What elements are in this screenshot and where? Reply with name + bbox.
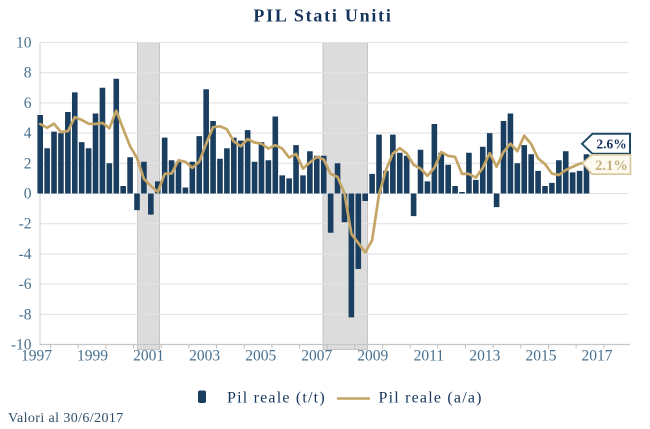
svg-text:2011: 2011 [414,348,444,365]
svg-text:10: 10 [16,35,32,52]
svg-text:-4: -4 [19,246,32,263]
svg-text:-8: -8 [19,306,32,323]
svg-text:1997: 1997 [21,348,52,365]
svg-text:8: 8 [24,65,32,82]
svg-text:PIL Stati Uniti: PIL Stati Uniti [253,6,392,26]
svg-text:2005: 2005 [245,348,276,365]
svg-text:2001: 2001 [133,348,164,365]
svg-text:6: 6 [24,95,32,112]
svg-text:2.1%: 2.1% [595,158,628,174]
svg-text:2007: 2007 [301,348,332,365]
svg-text:2017: 2017 [582,348,613,365]
svg-text:-2: -2 [19,216,32,233]
svg-text:Pil reale (t/t): Pil reale (t/t) [227,390,326,407]
svg-text:-6: -6 [19,276,32,293]
svg-text:4: 4 [24,125,32,142]
svg-text:2: 2 [24,155,32,172]
svg-text:Pil reale (a/a): Pil reale (a/a) [379,390,483,407]
svg-text:-10: -10 [11,337,32,354]
svg-text:Valori al 30/6/2017: Valori al 30/6/2017 [8,411,124,426]
svg-text:2009: 2009 [357,348,388,365]
svg-text:2013: 2013 [469,348,500,365]
svg-text:2015: 2015 [526,348,557,365]
svg-text:2003: 2003 [189,348,220,365]
svg-text:1999: 1999 [77,348,108,365]
svg-text:2.6%: 2.6% [596,137,626,152]
svg-text:0: 0 [24,186,32,203]
